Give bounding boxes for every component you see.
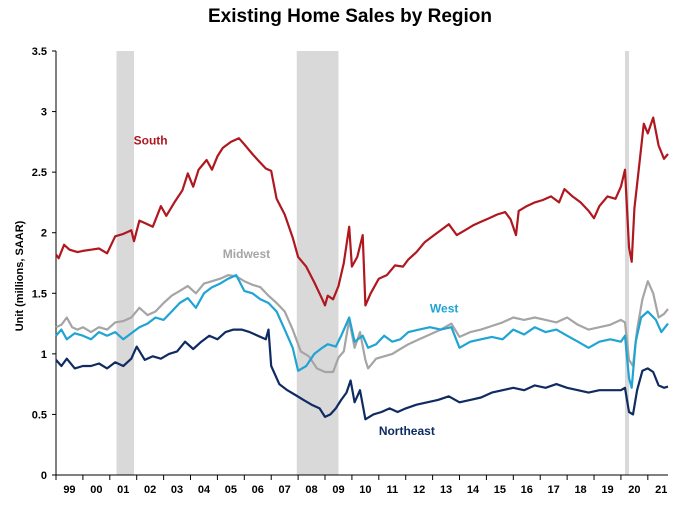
y-tick-label: 1.5 [32,288,47,300]
y-tick-label: 2 [41,228,47,240]
x-tick-label: 11 [386,484,398,496]
x-tick-label: 02 [144,484,156,496]
y-tick-label: 0 [41,470,47,482]
x-tick-label: 07 [279,484,291,496]
x-tick-label: 14 [467,484,480,496]
x-tick-label: 08 [305,484,317,496]
series-label-south: South [134,133,168,147]
y-tick-label: 1 [41,349,47,361]
x-tick-label: 03 [171,484,183,496]
series-label-midwest: Midwest [223,247,270,261]
series-label-northeast: Northeast [379,424,435,438]
x-tick-label: 20 [628,484,640,496]
x-tick-label: 10 [359,484,371,496]
chart-title: Existing Home Sales by Region [207,6,493,27]
x-tick-label: 06 [252,484,264,496]
recession-band-2 [624,51,629,475]
series-line-northeast [55,328,669,421]
x-tick-label: 05 [225,484,237,496]
y-tick-label: 0.5 [32,409,47,421]
x-tick-label: 01 [117,484,129,496]
x-tick-label: 19 [601,484,613,496]
x-tick-label: 00 [90,484,102,496]
y-tick-label: 3 [41,107,47,119]
x-tick-label: 99 [63,484,75,496]
x-tick-label: 09 [332,484,344,496]
x-tick-label: 12 [413,484,425,496]
y-axis-label: Unit (millions, SAAR) [14,220,26,331]
x-tick-label: 15 [494,484,506,496]
x-tick-label: 16 [521,484,533,496]
y-tick-label: 3.5 [32,46,47,58]
series-label-west: West [430,302,458,316]
recession-band-0 [116,51,135,475]
series-line-south [55,116,669,307]
x-tick-label: 13 [440,484,452,496]
x-tick-label: 04 [198,484,211,496]
x-tick-label: 17 [548,484,560,496]
x-tick-label: 21 [655,484,667,496]
series-line-west [55,274,669,389]
x-tick-label: 18 [574,484,586,496]
y-tick-label: 2.5 [32,167,47,179]
